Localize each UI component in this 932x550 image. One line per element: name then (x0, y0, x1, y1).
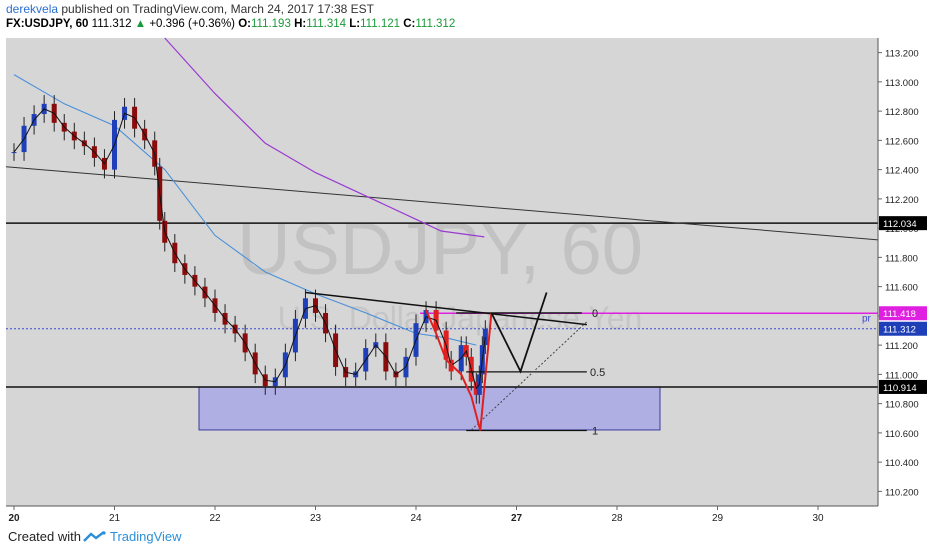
publish-line: derekvela published on TradingView.com, … (6, 2, 374, 16)
fib-label: 1 (592, 426, 598, 438)
tradingview-logo-icon (83, 531, 106, 542)
high-value: 111.314 (306, 18, 347, 30)
candle-body (11, 152, 17, 154)
close-label: C: (403, 18, 416, 30)
y-tick-label: 110.200 (885, 487, 919, 498)
tradingview-brand[interactable]: TradingView (110, 529, 182, 544)
x-tick-label: 21 (109, 513, 121, 524)
low-label: L: (349, 18, 361, 30)
x-tick-label: 28 (611, 513, 623, 524)
y-tick-label: 112.400 (885, 166, 919, 177)
x-tick-label: 23 (310, 513, 322, 524)
price-axis (878, 38, 932, 506)
y-tick-label: 111.600 (885, 283, 918, 294)
price-badge-label: 112.034 (883, 219, 917, 230)
y-tick-label: 110.600 (885, 429, 919, 440)
watermark-name: U.S. Dollar/Japanese Yen (278, 300, 643, 336)
low-value: 111.121 (360, 18, 401, 30)
y-tick-label: 113.200 (885, 49, 919, 60)
y-tick-label: 112.200 (885, 195, 919, 206)
long-trendline (5, 166, 879, 241)
ma-mid-line (13, 74, 477, 346)
published-text: published on TradingView.com, March 24, … (61, 2, 375, 16)
y-tick-label: 110.400 (885, 458, 919, 469)
y-tick-label: 111.000 (885, 370, 918, 381)
ma-slow-line (164, 37, 485, 238)
price-badge-label: 111.312 (883, 325, 916, 336)
triangle-upper-line (305, 291, 587, 326)
price-badge (879, 216, 927, 231)
author-link[interactable]: derekvela (6, 2, 59, 16)
footer: Created with TradingView (0, 524, 932, 550)
price-badge (879, 321, 927, 336)
fib-label: 0 (592, 308, 598, 320)
y-tick-label: 111.800 (885, 253, 918, 264)
projected-black-path (490, 292, 548, 374)
projected-red-path (425, 309, 493, 431)
up-triangle-icon: ▲ (134, 18, 147, 30)
y-tick-label: 112.800 (885, 107, 919, 118)
support-zone (198, 386, 661, 431)
price-badge (879, 306, 927, 321)
high-label: H: (294, 18, 307, 30)
fib-label: 0.5 (590, 367, 605, 379)
close-value: 111.312 (415, 18, 456, 30)
y-tick-label: 110.800 (885, 400, 919, 411)
open-value: 111.193 (250, 18, 291, 30)
candle-body (482, 329, 488, 346)
created-with-text: Created with (8, 529, 81, 544)
price-badge-label: 111.418 (883, 309, 916, 320)
x-tick-label: 22 (209, 513, 221, 524)
price-badge (879, 379, 927, 394)
x-tick-label: 29 (712, 513, 724, 524)
watermark-symbol: USDJPY, 60 (237, 207, 643, 290)
pr-label: pr (862, 314, 872, 325)
symbol-ohlc-line: FX:USDJPY, 60 111.312 ▲ +0.396 (+0.36%) … (6, 18, 455, 30)
symbol-label: FX:USDJPY, 60 (6, 18, 89, 30)
last-price: 111.312 (91, 18, 132, 30)
x-tick-label: 24 (410, 513, 422, 524)
price-change: +0.396 (+0.36%) (149, 18, 235, 30)
y-tick-label: 111.200 (885, 341, 918, 352)
x-tick-label: 20 (8, 513, 20, 524)
x-tick-label: 27 (511, 513, 523, 524)
open-label: O: (238, 18, 251, 30)
x-tick-label: 30 (812, 513, 824, 524)
price-badge-label: 110.914 (883, 383, 917, 394)
y-tick-label: 113.000 (885, 78, 919, 89)
y-tick-label: 112.600 (885, 136, 919, 147)
ma-fast-line (13, 108, 486, 390)
